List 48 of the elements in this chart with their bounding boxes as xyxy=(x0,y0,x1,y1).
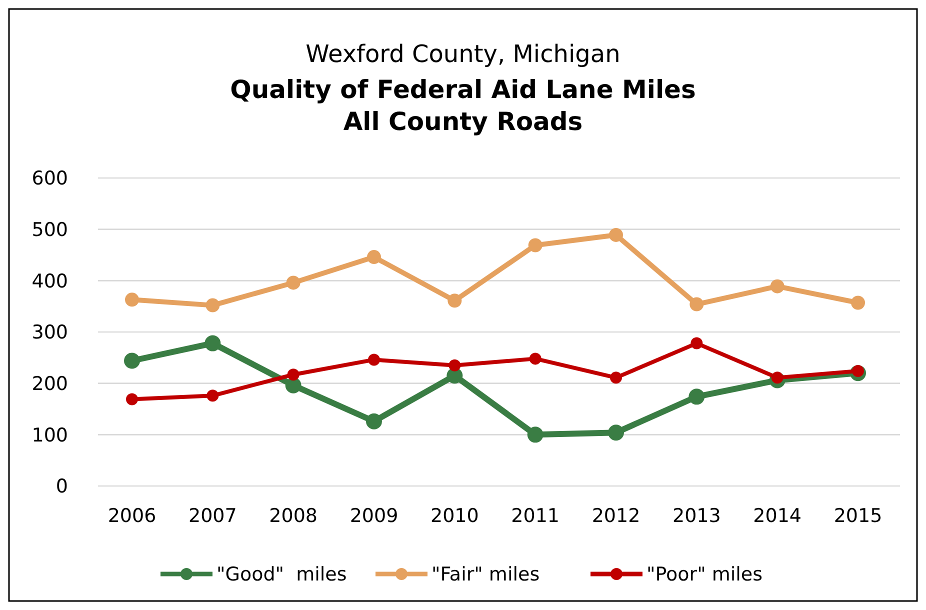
x-tick-label: 2011 xyxy=(511,505,560,527)
point xyxy=(125,292,139,307)
x-tick-label: 2013 xyxy=(672,505,721,527)
y-tick-label: 0 xyxy=(56,476,68,498)
point xyxy=(690,337,703,350)
x-tick-label: 2014 xyxy=(753,505,802,527)
legend-label: "Poor" miles xyxy=(646,564,763,586)
point xyxy=(529,352,542,365)
point xyxy=(366,413,382,430)
y-tick-label: 600 xyxy=(32,168,68,190)
point xyxy=(126,393,138,406)
y-tick-label: 300 xyxy=(32,322,68,344)
point xyxy=(688,388,705,405)
point xyxy=(206,390,219,402)
x-tick-label: 2006 xyxy=(108,505,156,527)
point xyxy=(287,368,300,381)
y-tick-label: 200 xyxy=(32,372,68,395)
x-tick-label: 2007 xyxy=(188,505,237,527)
y-tick-label: 100 xyxy=(32,424,68,446)
point xyxy=(770,279,784,294)
point xyxy=(204,335,221,352)
point xyxy=(286,276,300,290)
point xyxy=(367,250,381,264)
point xyxy=(690,297,704,312)
point xyxy=(851,296,865,310)
chart-subtitle: Wexford County, Michigan xyxy=(306,40,620,68)
point xyxy=(527,426,544,443)
point xyxy=(206,298,220,312)
point xyxy=(771,372,784,384)
point xyxy=(368,354,380,366)
point xyxy=(448,359,461,372)
x-tick-label: 2015 xyxy=(834,505,882,527)
point xyxy=(609,228,623,242)
point xyxy=(610,372,622,384)
point xyxy=(448,294,462,308)
x-tick-label: 2009 xyxy=(350,505,398,527)
point xyxy=(285,377,302,394)
x-tick-label: 2008 xyxy=(269,505,318,527)
y-tick-label: 500 xyxy=(32,218,68,241)
point xyxy=(608,424,624,441)
x-tick-label: 2010 xyxy=(430,505,479,527)
point xyxy=(124,352,140,369)
legend-label: "Good" miles xyxy=(216,564,347,586)
point xyxy=(528,238,542,252)
chart-title: Quality of Federal Aid Lane Miles All County Roads xyxy=(230,75,696,136)
y-tick-label: 400 xyxy=(32,270,68,292)
legend-label: "Fair" miles xyxy=(432,564,540,586)
x-tick-label: 2012 xyxy=(592,505,640,527)
